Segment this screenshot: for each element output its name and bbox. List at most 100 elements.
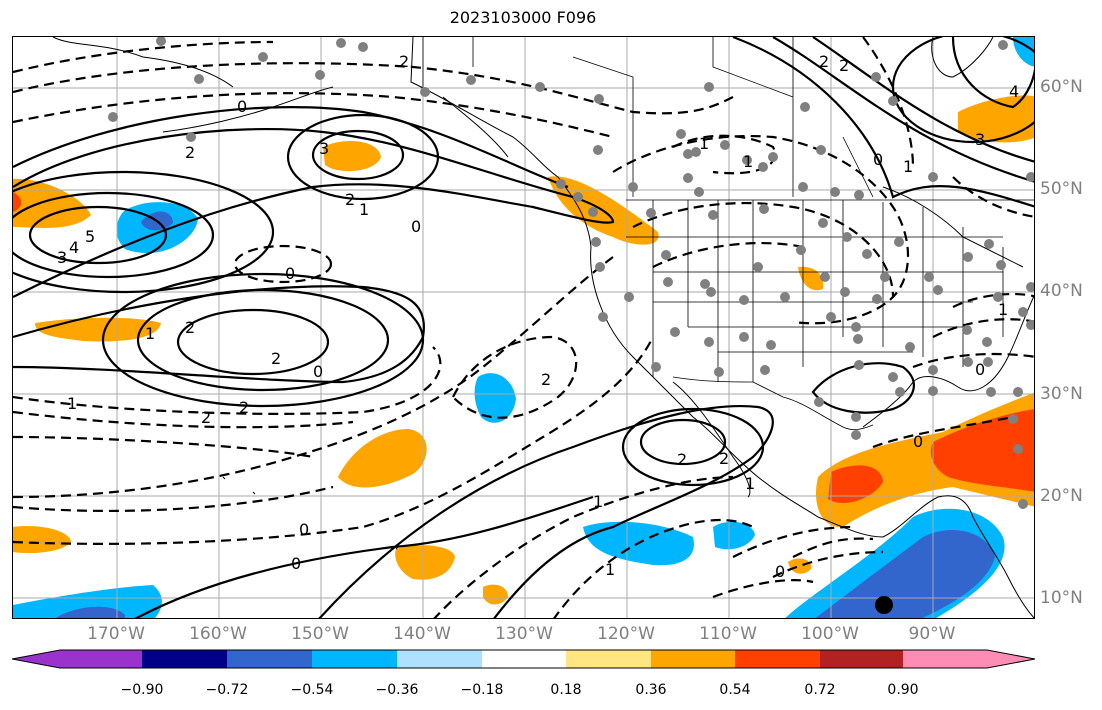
contour-label: 1 — [998, 300, 1008, 319]
contour-label: 1 — [67, 394, 77, 413]
contour-label: 4 — [1009, 82, 1019, 101]
contour-label: 4 — [69, 238, 79, 257]
colorbar-tick-label: 0.72 — [804, 682, 836, 698]
lon-label-130w: 130°W — [495, 624, 553, 644]
shading-area — [474, 373, 516, 423]
colorbar-segment — [312, 650, 397, 668]
shading-area — [395, 545, 455, 580]
contour-label: 2 — [819, 52, 829, 71]
lon-label-140w: 140°W — [393, 624, 451, 644]
colorbar — [11, 646, 1036, 676]
shading-area — [828, 465, 883, 503]
colorbar-segment — [482, 650, 566, 668]
shading-area — [815, 529, 995, 618]
contour-label: 0 — [975, 360, 985, 379]
colorbar-tick-label: 0.18 — [550, 682, 582, 698]
colorbar-segment — [903, 650, 1035, 668]
colorbar-tick-label: −0.18 — [460, 682, 504, 698]
lat-label-10n: 10°N — [1040, 588, 1083, 608]
contour-label: 0 — [237, 97, 247, 116]
contour-label: 1 — [903, 157, 913, 176]
coastlines — [52, 37, 1034, 618]
contour-label: 3 — [319, 139, 329, 158]
contour-label: 2 — [201, 408, 211, 427]
contour-labels: 2 0 2 3 2 1 0 5 4 3 0 1 2 2 0 1 2 2 2 2 … — [57, 52, 1019, 581]
contour-label: 2 — [345, 190, 355, 209]
map-canvas: 2 0 2 3 2 1 0 5 4 3 0 1 2 2 0 1 2 2 2 2 … — [13, 37, 1034, 618]
positive-contours — [13, 37, 1034, 618]
contour-label: 2 — [839, 56, 849, 75]
shading-area — [483, 584, 508, 605]
contour-label: 1 — [359, 200, 369, 219]
contour-label: 0 — [873, 150, 883, 169]
colorbar-segment — [820, 650, 903, 668]
colorbar-tick-label: −0.72 — [205, 682, 249, 698]
graticule — [13, 37, 1034, 618]
lon-label-150w: 150°W — [291, 624, 349, 644]
contour-label: 2 — [271, 349, 281, 368]
contour-label: 1 — [145, 324, 155, 343]
lat-label-20n: 20°N — [1040, 486, 1083, 506]
lat-label-40n: 40°N — [1040, 281, 1083, 301]
colorbar-tick-label: −0.54 — [290, 682, 334, 698]
shading-area — [13, 178, 91, 228]
colorbar-tick-label: −0.36 — [375, 682, 419, 698]
lon-label-100w: 100°W — [801, 624, 859, 644]
contour-label: 2 — [185, 318, 195, 337]
shading-area — [56, 606, 125, 618]
station-markers — [108, 37, 1034, 509]
contour-label: 0 — [299, 520, 309, 539]
lat-label-50n: 50°N — [1040, 179, 1083, 199]
colorbar-tick-label: 0.36 — [635, 682, 667, 698]
shading-area — [798, 266, 824, 291]
shading-area — [788, 558, 812, 574]
shading-area — [13, 585, 162, 618]
lat-label-30n: 30°N — [1040, 384, 1083, 404]
black-marker — [875, 596, 893, 614]
contour-label: 2 — [239, 398, 249, 417]
contour-label: 3 — [975, 130, 985, 149]
contour-label: 2 — [185, 143, 195, 162]
shading-area — [323, 141, 381, 172]
contour-label: 1 — [699, 134, 709, 153]
political-borders — [422, 37, 1034, 431]
shading-area — [958, 95, 1034, 143]
colorbar-segment — [566, 650, 651, 668]
map-title: 2023103000 F096 — [449, 8, 597, 27]
colorbar-tick-label: 0.54 — [719, 682, 751, 698]
lon-label-110w: 110°W — [699, 624, 757, 644]
lon-label-170w: 170°W — [87, 624, 145, 644]
contour-label: 1 — [745, 474, 755, 493]
colorbar-segment — [397, 650, 482, 668]
contour-label: 3 — [57, 248, 67, 267]
colorbar-graphic — [11, 649, 1036, 669]
contour-label: 2 — [399, 52, 409, 71]
shading-area — [35, 317, 161, 342]
lon-label-90w: 90°W — [908, 624, 956, 644]
contour-label: 2 — [541, 370, 551, 389]
contour-label: 0 — [775, 562, 785, 581]
contour-label: 0 — [313, 362, 323, 381]
negative-contours — [13, 37, 1034, 618]
contour-label: 1 — [593, 492, 603, 511]
colorbar-segment — [651, 650, 735, 668]
shading-area — [930, 409, 1034, 492]
colorbar-outline — [11, 649, 1036, 669]
shading-area — [1013, 37, 1034, 67]
contour-label: 1 — [743, 152, 753, 171]
colorbar-tick-label: −0.90 — [120, 682, 164, 698]
contour-label: 0 — [291, 554, 301, 573]
lon-label-120w: 120°W — [597, 624, 655, 644]
shaded-anomaly-fields — [13, 37, 1034, 618]
colorbar-tick-label: 0.90 — [887, 682, 919, 698]
colorbar-segment — [227, 650, 312, 668]
contour-label: 2 — [677, 450, 687, 469]
contour-label: 0 — [411, 217, 421, 236]
shading-area — [13, 526, 71, 554]
lat-label-60n: 60°N — [1040, 77, 1083, 97]
lon-label-160w: 160°W — [189, 624, 247, 644]
colorbar-segment — [12, 650, 142, 668]
colorbar-segment — [735, 650, 820, 668]
map-panel: 2 0 2 3 2 1 0 5 4 3 0 1 2 2 0 1 2 2 2 2 … — [12, 36, 1035, 619]
contour-label: 1 — [605, 560, 615, 579]
